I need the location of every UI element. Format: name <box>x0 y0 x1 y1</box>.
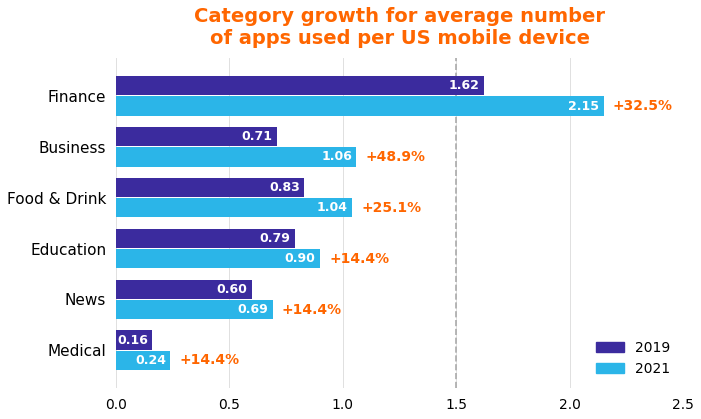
Bar <box>116 279 252 299</box>
Text: 0.16: 0.16 <box>117 334 148 347</box>
Bar <box>116 198 352 217</box>
Bar <box>116 249 320 268</box>
Text: 1.04: 1.04 <box>316 201 348 215</box>
Text: 1.06: 1.06 <box>321 150 352 163</box>
Bar <box>116 229 295 248</box>
Bar <box>116 127 277 146</box>
Text: 0.90: 0.90 <box>285 252 315 265</box>
Bar <box>116 147 357 167</box>
Text: 0.79: 0.79 <box>260 232 291 245</box>
Text: +14.4%: +14.4% <box>282 303 342 316</box>
Bar <box>116 96 604 116</box>
Text: 0.71: 0.71 <box>242 130 273 143</box>
Bar <box>116 76 484 96</box>
Bar <box>116 300 273 319</box>
Text: 1.62: 1.62 <box>448 79 479 92</box>
Text: +48.9%: +48.9% <box>365 150 426 164</box>
Legend: 2019, 2021: 2019, 2021 <box>591 335 676 381</box>
Text: 0.60: 0.60 <box>217 283 247 296</box>
Text: 2.15: 2.15 <box>569 100 599 113</box>
Text: +14.4%: +14.4% <box>329 252 389 266</box>
Bar <box>116 178 304 197</box>
Text: +14.4%: +14.4% <box>179 353 240 367</box>
Bar <box>116 330 152 350</box>
Text: +32.5%: +32.5% <box>613 99 673 113</box>
Bar <box>116 351 170 370</box>
Text: 0.83: 0.83 <box>269 181 300 194</box>
Title: Category growth for average number
of apps used per US mobile device: Category growth for average number of ap… <box>194 7 605 48</box>
Text: 0.69: 0.69 <box>237 303 268 316</box>
Text: 0.24: 0.24 <box>135 354 166 367</box>
Text: +25.1%: +25.1% <box>361 201 421 215</box>
